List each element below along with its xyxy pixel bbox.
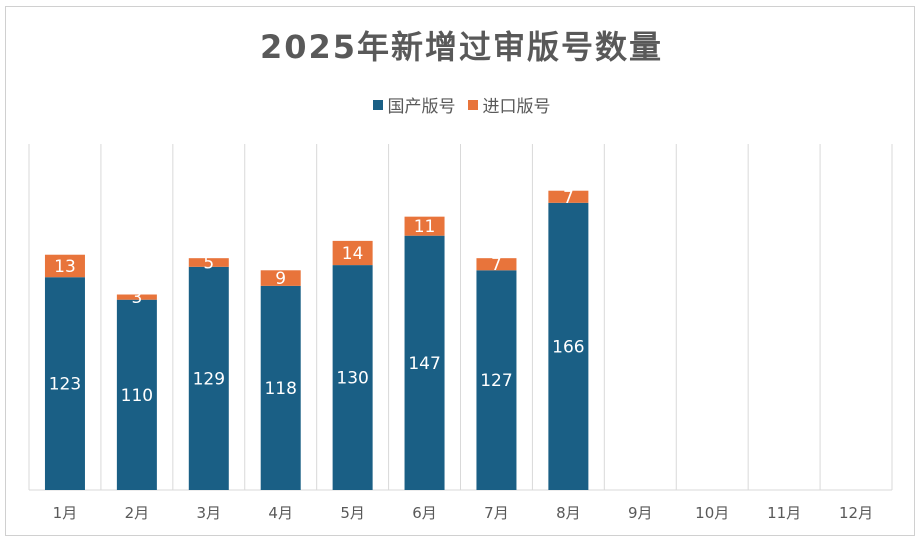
data-label-domestic: 166 xyxy=(552,337,584,357)
x-tick-label: 2月 xyxy=(125,504,150,522)
legend: 国产版号 进口版号 xyxy=(0,92,923,117)
legend-swatch-import xyxy=(467,99,478,110)
x-tick-label: 1月 xyxy=(53,504,78,522)
bar-import xyxy=(476,258,517,271)
bar-domestic xyxy=(476,270,517,490)
bar-domestic xyxy=(332,265,373,490)
bar-import xyxy=(44,254,85,278)
chart-title: 2025年新增过审版号数量 xyxy=(259,28,664,66)
bar-import xyxy=(116,294,157,300)
data-label-domestic: 123 xyxy=(49,375,81,395)
data-label-domestic: 127 xyxy=(480,371,512,391)
bar-import xyxy=(188,258,229,267)
x-tick-label: 12月 xyxy=(839,504,873,522)
legend-item-domestic: 国产版号 xyxy=(372,92,456,117)
bar-import xyxy=(332,240,373,266)
legend-label-import: 进口版号 xyxy=(482,97,551,117)
bar-domestic xyxy=(44,277,85,490)
bar-domestic xyxy=(404,235,445,490)
legend-item-import: 进口版号 xyxy=(467,92,551,117)
data-label-domestic: 147 xyxy=(408,354,440,374)
data-label-import: 7 xyxy=(563,188,574,208)
data-label-import: 5 xyxy=(203,254,214,274)
data-label-import: 9 xyxy=(275,269,286,289)
bar-import xyxy=(404,216,445,236)
legend-label-domestic: 国产版号 xyxy=(387,97,456,117)
bar-domestic xyxy=(116,299,157,490)
bar-domestic xyxy=(260,285,301,490)
x-tick-label: 6月 xyxy=(412,504,437,522)
data-label-domestic: 129 xyxy=(193,369,225,389)
data-label-import: 7 xyxy=(491,255,502,275)
data-label-domestic: 118 xyxy=(264,379,296,399)
legend-swatch-domestic xyxy=(372,99,383,110)
bar-import xyxy=(260,270,301,286)
x-tick-label: 9月 xyxy=(628,504,653,522)
bar-domestic xyxy=(548,202,589,490)
x-tick-label: 7月 xyxy=(484,504,509,522)
data-label-import: 13 xyxy=(54,257,76,277)
data-label-domestic: 130 xyxy=(336,369,368,389)
data-label-import: 14 xyxy=(342,244,364,264)
x-tick-label: 8月 xyxy=(556,504,581,522)
data-label-import: 3 xyxy=(131,288,142,308)
x-tick-label: 11月 xyxy=(767,504,801,522)
x-tick-label: 3月 xyxy=(197,504,222,522)
data-label-domestic: 110 xyxy=(121,386,153,406)
bar-domestic xyxy=(188,266,229,490)
x-tick-label: 4月 xyxy=(268,504,293,522)
bar-import xyxy=(548,190,589,203)
data-label-import: 11 xyxy=(414,217,436,237)
x-tick-label: 10月 xyxy=(695,504,729,522)
x-tick-label: 5月 xyxy=(340,504,365,522)
